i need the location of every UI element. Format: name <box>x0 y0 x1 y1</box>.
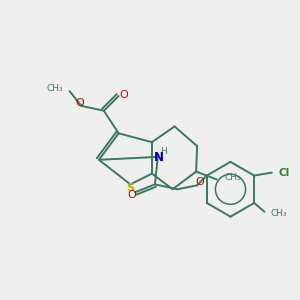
Text: O: O <box>119 89 128 100</box>
Text: O: O <box>128 190 136 200</box>
Text: O: O <box>75 98 84 108</box>
Text: Cl: Cl <box>278 168 290 178</box>
Text: N: N <box>154 151 164 164</box>
Text: S: S <box>126 183 134 193</box>
Text: CH₃: CH₃ <box>46 84 63 93</box>
Text: O: O <box>195 177 204 187</box>
Text: CH₃: CH₃ <box>225 173 242 182</box>
Text: H: H <box>160 147 166 156</box>
Text: CH₃: CH₃ <box>271 209 288 218</box>
